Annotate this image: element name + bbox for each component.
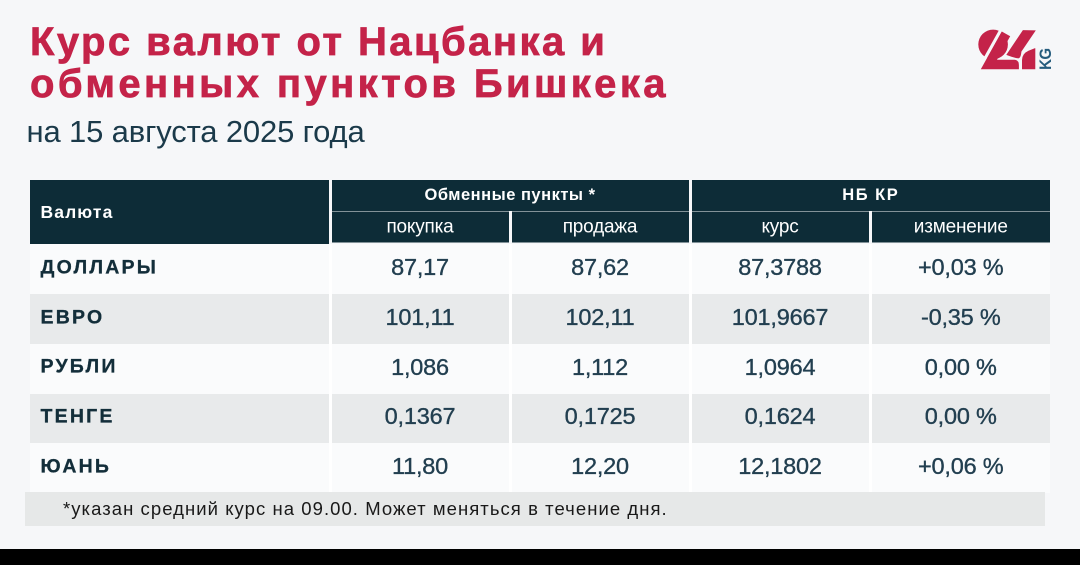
svg-text:KG: KG — [1037, 48, 1053, 70]
